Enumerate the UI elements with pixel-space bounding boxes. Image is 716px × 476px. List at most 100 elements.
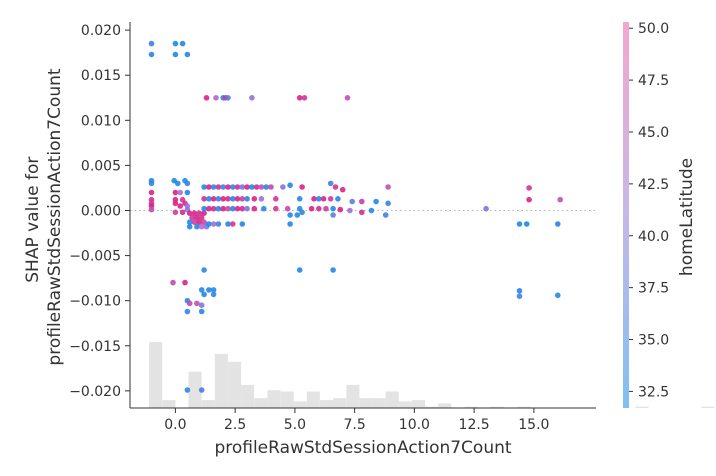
data-point — [555, 221, 561, 227]
x-tick-label: 15.0 — [518, 417, 549, 433]
data-point — [555, 292, 561, 299]
data-point — [210, 205, 217, 212]
data-point — [198, 302, 205, 309]
data-point — [330, 205, 336, 212]
data-point — [368, 207, 375, 214]
data-point — [206, 221, 212, 227]
data-point — [194, 300, 200, 307]
data-point — [311, 196, 317, 202]
histogram-bar — [254, 398, 268, 408]
data-point — [198, 308, 205, 315]
x-tick-label: 12.5 — [459, 417, 490, 433]
data-point — [210, 287, 217, 293]
x-tick-label: 0.0 — [164, 417, 186, 433]
histogram-bar — [701, 406, 715, 408]
data-point — [330, 267, 336, 273]
data-point — [249, 184, 255, 190]
axes — [129, 22, 596, 409]
data-point — [385, 184, 391, 190]
data-point — [299, 209, 305, 216]
y-tick-label: −0.010 — [69, 294, 121, 310]
data-point — [225, 221, 231, 227]
data-point — [177, 189, 183, 196]
data-point — [359, 209, 365, 216]
data-point — [175, 180, 181, 187]
colorbar-tick-label: 32.5 — [638, 384, 669, 400]
y-axis-label-line-2: profileRawStdSessionAction7Count — [45, 68, 65, 365]
data-point — [294, 212, 301, 218]
x-tick-label: 10.0 — [399, 417, 430, 433]
histogram-bar — [306, 391, 320, 408]
data-points — [148, 40, 563, 393]
data-point — [170, 279, 176, 286]
colorbar-tick-label: 40.0 — [638, 229, 669, 245]
data-point — [347, 207, 353, 214]
histogram-bar — [320, 400, 334, 408]
histogram-bar — [188, 371, 202, 408]
data-point — [239, 221, 246, 227]
colorbar-tick-label: 42.5 — [638, 177, 669, 193]
data-point — [483, 205, 489, 212]
data-point — [335, 196, 341, 202]
data-point — [327, 180, 334, 187]
data-point — [198, 387, 205, 393]
data-point — [516, 221, 523, 227]
data-point — [210, 196, 217, 202]
colorbar-label: homeLatitude — [677, 158, 697, 276]
data-point — [516, 293, 523, 300]
data-point — [215, 221, 222, 227]
colorbar-tick-label: 37.5 — [638, 281, 669, 297]
histogram-bar — [464, 406, 478, 408]
data-point — [253, 184, 260, 190]
x-tick-label: 7.5 — [344, 417, 366, 433]
data-point — [299, 184, 305, 190]
y-tick-label: 0.015 — [81, 68, 121, 84]
data-point — [287, 212, 293, 218]
histogram-bar — [359, 398, 373, 408]
data-point — [220, 196, 226, 202]
data-point — [337, 206, 344, 213]
y-ticks: −0.020 −0.015 −0.010 −0.005 0.000 0.005 0.010 0… — [69, 23, 130, 400]
data-point — [201, 291, 207, 298]
data-point — [526, 185, 532, 191]
data-point — [184, 189, 191, 196]
histogram-bar — [490, 406, 504, 408]
data-point — [201, 267, 207, 273]
data-point — [258, 196, 265, 202]
data-point — [148, 40, 155, 47]
colorbar — [623, 22, 629, 408]
data-point — [196, 219, 203, 225]
y-tick-label: −0.020 — [69, 384, 121, 400]
data-point — [344, 95, 351, 101]
data-point — [184, 180, 191, 187]
data-point — [296, 95, 303, 101]
data-point — [172, 51, 179, 58]
data-point — [148, 189, 155, 196]
data-point — [330, 212, 336, 218]
data-point — [258, 184, 265, 190]
data-point — [251, 205, 258, 212]
data-point — [557, 196, 563, 203]
histogram-bar — [438, 403, 452, 408]
data-point — [220, 205, 226, 212]
data-point — [261, 205, 267, 212]
data-point — [225, 95, 231, 101]
histogram-bar — [385, 391, 399, 408]
data-point — [184, 387, 191, 393]
data-point — [273, 196, 279, 202]
data-point — [308, 205, 315, 212]
data-point — [284, 205, 291, 212]
data-point — [179, 40, 186, 47]
histogram-bar — [635, 406, 649, 408]
data-point — [177, 203, 183, 209]
data-point — [215, 196, 222, 202]
data-point — [186, 219, 193, 225]
data-point — [213, 95, 219, 101]
data-point — [194, 214, 200, 221]
data-point — [184, 308, 191, 315]
data-point — [230, 184, 236, 190]
y-tick-label: 0.005 — [81, 158, 121, 174]
data-point — [339, 186, 346, 193]
data-point — [215, 205, 222, 212]
data-point — [296, 267, 303, 273]
